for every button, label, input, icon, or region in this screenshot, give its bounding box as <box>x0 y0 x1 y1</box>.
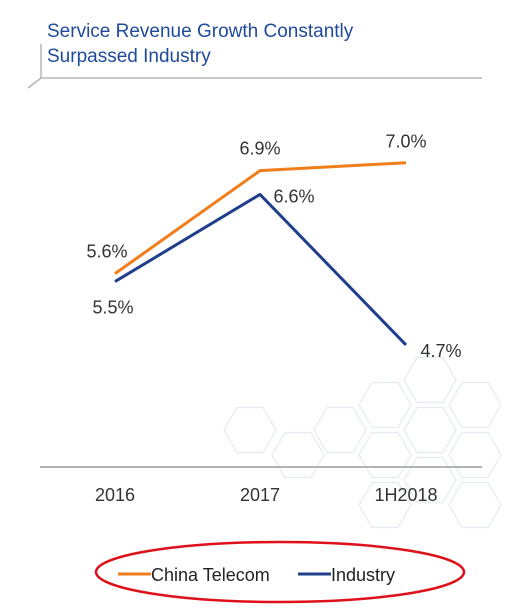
legend-label: Industry <box>331 565 395 585</box>
background-hexagon <box>358 431 412 479</box>
x-tick-label: 2017 <box>240 485 280 505</box>
x-tick-label: 1H2018 <box>374 485 437 505</box>
title-bracket-tail <box>27 77 42 89</box>
series-line-china-telecom <box>114 161 407 275</box>
background-hexagon <box>403 406 457 454</box>
legend-highlight-ellipse <box>94 540 466 604</box>
data-label: 4.7% <box>420 341 461 361</box>
chart-title-line-1: Service Revenue Growth Constantly <box>47 21 354 42</box>
background-hexagon <box>271 431 325 479</box>
background-hexagon <box>448 431 502 479</box>
data-label: 7.0% <box>385 132 426 152</box>
background-hexagon <box>403 356 457 404</box>
chart-title-line-2: Surpassed Industry <box>47 46 211 67</box>
series-line-industry <box>114 192 408 346</box>
background-hexagon <box>358 481 412 529</box>
background-hexagon <box>448 481 502 529</box>
data-label: 6.6% <box>273 186 314 206</box>
background-hexagon <box>223 406 277 454</box>
background-hexagon <box>313 406 367 454</box>
data-label: 6.9% <box>239 139 280 159</box>
data-label: 5.6% <box>86 242 127 262</box>
legend-label: China Telecom <box>151 565 270 585</box>
background-hexagon <box>358 381 412 429</box>
background-hexagon <box>403 456 457 504</box>
background-hexagon <box>448 381 502 429</box>
x-tick-label: 2016 <box>95 485 135 505</box>
data-label: 5.5% <box>92 298 133 318</box>
